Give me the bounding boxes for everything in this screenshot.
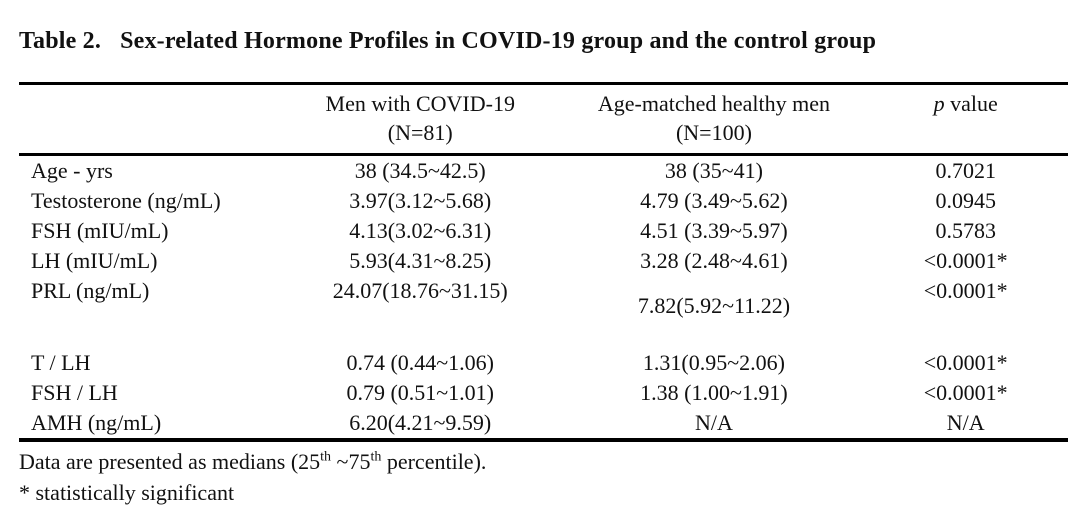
covid-value-cell: 6.20(4.21~9.59) [349, 410, 492, 435]
table-row-spacer [19, 306, 1068, 348]
row-label: Age - yrs [31, 158, 113, 183]
covid-value-cell: 3.97(3.12~5.68) [349, 188, 492, 213]
p-value-cell: N/A [946, 410, 985, 435]
table-caption: Table 2. Sex-related Hormone Profiles in … [19, 28, 1068, 55]
healthy-value-cell: N/A [695, 410, 733, 435]
p-value-cell: 0.7021 [935, 158, 996, 183]
column-header-empty [19, 84, 276, 155]
table-row-amh: AMH (ng/mL) 6.20(4.21~9.59) N/A N/A [19, 408, 1068, 440]
row-label: FSH (mIU/mL) [31, 218, 169, 243]
p-value-cell: <0.0001* [923, 380, 1008, 405]
row-label: PRL (ng/mL) [31, 278, 150, 303]
covid-value-cell: 24.07(18.76~31.15) [332, 278, 508, 303]
healthy-value-cell: 1.31(0.95~2.06) [642, 350, 785, 375]
superscript-th: th [320, 449, 332, 465]
p-value-label: p value [933, 91, 998, 116]
superscript-th: th [370, 449, 382, 465]
table-row-fsh-lh-ratio: FSH / LH 0.79 (0.51~1.01) 1.38 (1.00~1.9… [19, 378, 1068, 408]
healthy-value-cell: 1.38 (1.00~1.91) [640, 380, 788, 405]
column-header-covid-group: Men with COVID-19 (N=81) [276, 84, 564, 155]
hormone-profiles-table: Men with COVID-19 (N=81) Age-matched hea… [19, 82, 1068, 442]
footnote-significance: * statistically significant [19, 480, 235, 505]
row-label: FSH / LH [31, 380, 118, 405]
row-label [19, 306, 276, 348]
p-value-cell: <0.0001* [923, 350, 1008, 375]
footnote-medians: Data are presented as medians (25th ~75t… [19, 449, 487, 474]
p-value-cell: 0.0945 [935, 188, 996, 213]
table-row-age: Age - yrs 38 (34.5~42.5) 38 (35~41) 0.70… [19, 155, 1068, 187]
p-value-cell: <0.0001* [923, 278, 1008, 303]
covid-group-n: (N=81) [387, 120, 453, 145]
table-footnotes: Data are presented as medians (25th ~75t… [19, 446, 1068, 508]
header-row: Men with COVID-19 (N=81) Age-matched hea… [19, 84, 1068, 155]
row-label: Testosterone (ng/mL) [31, 188, 221, 213]
covid-value-cell: 38 (34.5~42.5) [354, 158, 486, 183]
p-value-cell: 0.5783 [935, 218, 996, 243]
row-label: T / LH [31, 350, 91, 375]
row-label: LH (mIU/mL) [31, 248, 158, 273]
column-header-control-group: Age-matched healthy men (N=100) [564, 84, 863, 155]
column-header-p-value: p value [863, 84, 1068, 155]
table-row-lh: LH (mIU/mL) 5.93(4.31~8.25) 3.28 (2.48~4… [19, 246, 1068, 276]
p-value-cell: <0.0001* [923, 248, 1008, 273]
healthy-value-cell: 3.28 (2.48~4.61) [640, 248, 788, 273]
healthy-value-cell: 38 (35~41) [664, 158, 763, 183]
covid-value-cell: 4.13(3.02~6.31) [349, 218, 492, 243]
table-row-testosterone: Testosterone (ng/mL) 3.97(3.12~5.68) 4.7… [19, 186, 1068, 216]
covid-value-cell [276, 306, 564, 348]
covid-value-cell: 0.79 (0.51~1.01) [346, 380, 495, 405]
row-label: AMH (ng/mL) [31, 410, 162, 435]
healthy-value-cell: 4.51 (3.39~5.97) [640, 218, 788, 243]
table-row-fsh: FSH (mIU/mL) 4.13(3.02~6.31) 4.51 (3.39~… [19, 216, 1068, 246]
healthy-value-offset: 7.82(5.92~11.22) [637, 293, 791, 318]
control-group-label: Age-matched healthy men [597, 91, 831, 116]
table-row-prl: PRL (ng/mL) 24.07(18.76~31.15) 7.82(5.92… [19, 276, 1068, 318]
healthy-value-cell: 7.82(5.92~11.22) [564, 276, 863, 318]
covid-group-label: Men with COVID-19 [325, 91, 515, 116]
healthy-value-cell: 4.79 (3.49~5.62) [640, 188, 788, 213]
table-caption-number: Table 2. [19, 28, 102, 54]
table-row-t-lh-ratio: T / LH 0.74 (0.44~1.06) 1.31(0.95~2.06) … [19, 348, 1068, 378]
covid-value-cell: 5.93(4.31~8.25) [349, 248, 492, 273]
table-caption-text: Sex-related Hormone Profiles in COVID-19… [120, 28, 877, 54]
control-group-n: (N=100) [675, 120, 752, 145]
p-value-cell [863, 306, 1068, 348]
covid-value-cell: 0.74 (0.44~1.06) [346, 350, 495, 375]
